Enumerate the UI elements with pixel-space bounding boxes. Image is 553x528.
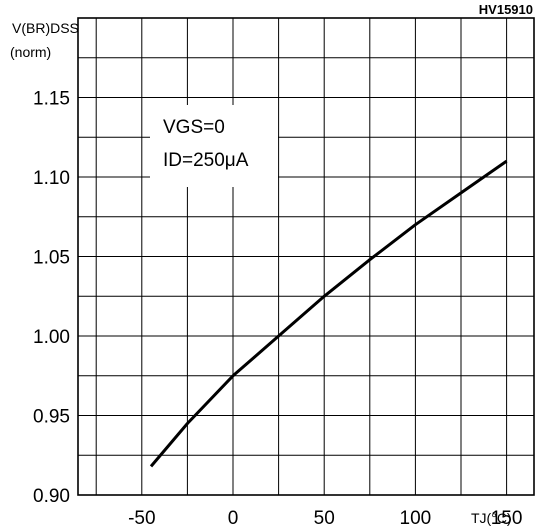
y-tick-label-3: 1.05 bbox=[33, 248, 70, 269]
y-tick-label-1: 0.95 bbox=[33, 407, 70, 428]
y-tick-label-5: 1.15 bbox=[33, 89, 70, 110]
y-tick-label-2: 1.00 bbox=[33, 327, 70, 348]
annotation-vgs: VGS=0 bbox=[163, 117, 225, 138]
annotation-id: ID=250μA bbox=[163, 150, 249, 171]
y-axis-unit: (norm) bbox=[10, 44, 51, 60]
x-tick-label-2: 50 bbox=[314, 508, 335, 528]
y-tick-label-4: 1.10 bbox=[33, 168, 70, 189]
x-tick-label-4: 150 bbox=[491, 508, 523, 528]
figure-id: HV15910 bbox=[479, 2, 533, 17]
tick-labels: -50 0 50 100 150 0.90 0.95 1.00 1.05 1.10 1.15 bbox=[33, 89, 522, 528]
y-tick-label-0: 0.90 bbox=[33, 486, 70, 507]
x-tick-label-3: 100 bbox=[400, 508, 432, 528]
x-tick-label-1: 0 bbox=[228, 508, 239, 528]
series-group bbox=[149, 159, 508, 468]
series-line-0 bbox=[149, 159, 508, 468]
grid bbox=[78, 18, 534, 495]
x-tick-label-0: -50 bbox=[128, 508, 155, 528]
annotation-box bbox=[150, 105, 278, 187]
plot-frame bbox=[77, 17, 535, 496]
x-axis-label: TJ(°C) bbox=[471, 510, 512, 526]
y-axis-label: V(BR)DSS bbox=[12, 20, 79, 36]
